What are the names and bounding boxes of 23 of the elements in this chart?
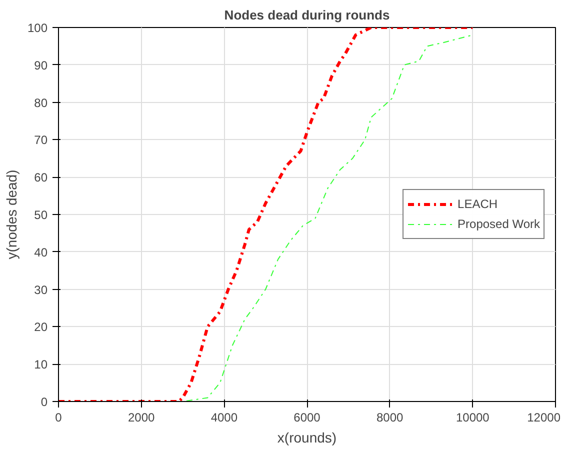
y-tick-label: 20 — [34, 320, 48, 334]
y-axis-title: y(nodes dead) — [3, 170, 20, 260]
y-tick-label: 40 — [34, 245, 48, 260]
x-tick-label: 0 — [55, 410, 62, 424]
chart-title: Nodes dead during rounds — [224, 8, 390, 22]
x-tick-label: 12000 — [527, 410, 561, 424]
y-tick-label: 0 — [40, 395, 48, 409]
y-tick-label: 70 — [34, 133, 48, 148]
legend-label: LEACH — [458, 197, 498, 211]
x-tick-label: 4000 — [210, 410, 238, 424]
y-tick-label: 80 — [34, 96, 48, 110]
y-tick-label: 90 — [34, 58, 48, 72]
x-tick-label: 2000 — [128, 410, 156, 424]
y-tick-label: 100 — [27, 21, 48, 35]
x-axis-title: x(rounds) — [277, 430, 337, 446]
legend-label: Proposed Work — [458, 217, 540, 231]
x-tick-label: 6000 — [294, 410, 321, 424]
y-tick-label: 30 — [34, 282, 48, 297]
x-tick-label: 10000 — [456, 410, 490, 424]
y-tick-label: 50 — [34, 208, 48, 222]
y-tick-label: 60 — [34, 170, 48, 185]
x-tick-label: 8000 — [376, 410, 404, 424]
y-tick-label: 10 — [34, 358, 48, 372]
